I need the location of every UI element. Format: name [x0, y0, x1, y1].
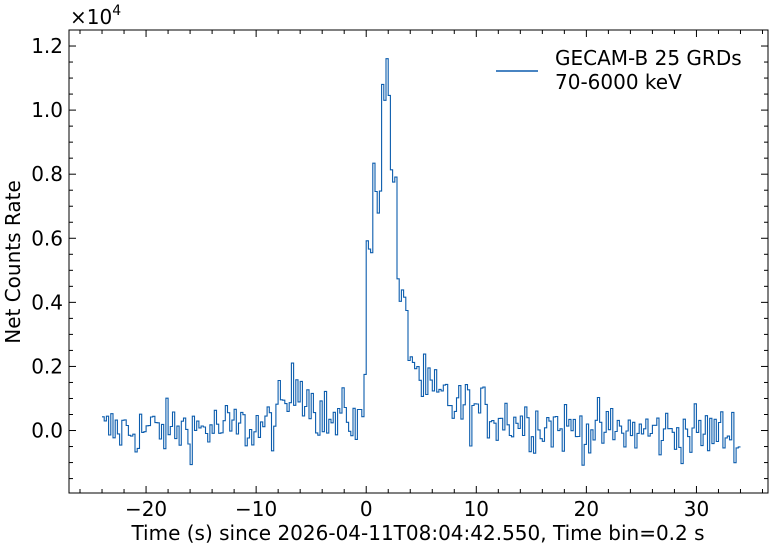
y-tick-label: 0.8 — [31, 162, 63, 186]
legend-label-line: 70-6000 keV — [555, 70, 682, 94]
x-tick-label: 0 — [360, 497, 373, 521]
x-tick-label: −20 — [125, 497, 167, 521]
y-tick-label: 0.6 — [31, 226, 63, 250]
plot-area — [102, 58, 741, 466]
y-tick-label: 1.2 — [31, 34, 63, 58]
x-tick-label: 10 — [464, 497, 489, 521]
plot-frame — [68, 29, 769, 494]
legend: GECAM-B 25 GRDs 70-6000 keV — [496, 46, 742, 94]
y-axis-multiplier: ×104 — [70, 3, 121, 29]
y-tick-label: 0.2 — [31, 354, 63, 378]
x-tick-label: 30 — [684, 497, 709, 521]
x-tick-labels: −20 −10 0 10 20 30 — [125, 497, 709, 521]
axis-ticks — [69, 29, 768, 493]
y-tick-label: 1.0 — [31, 98, 63, 122]
x-tick-label: 20 — [574, 497, 599, 521]
y-tick-labels: 0.0 0.2 0.4 0.6 0.8 1.0 1.2 — [31, 34, 63, 442]
x-tick-label: −10 — [235, 497, 277, 521]
y-axis-multiplier-base: ×10 — [70, 5, 112, 29]
y-axis-label: Net Counts Rate — [1, 180, 25, 344]
series-line-gecam-b — [102, 58, 741, 466]
legend-label-line: GECAM-B 25 GRDs — [555, 46, 742, 70]
y-axis-multiplier-exponent: 4 — [112, 3, 121, 19]
y-tick-label: 0.4 — [31, 290, 63, 314]
legend-label-gecam-b: GECAM-B 25 GRDs 70-6000 keV — [555, 46, 742, 94]
y-tick-label: 0.0 — [31, 419, 63, 443]
x-axis-label: Time (s) since 2026-04-11T08:04:42.550, … — [130, 521, 704, 545]
